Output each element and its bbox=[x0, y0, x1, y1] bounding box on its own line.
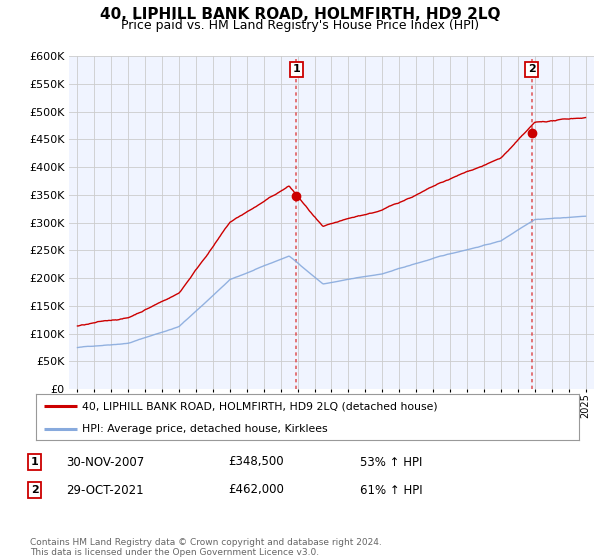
Text: Price paid vs. HM Land Registry's House Price Index (HPI): Price paid vs. HM Land Registry's House … bbox=[121, 19, 479, 32]
Text: 1: 1 bbox=[292, 64, 300, 74]
Text: 61% ↑ HPI: 61% ↑ HPI bbox=[360, 483, 422, 497]
Text: 2: 2 bbox=[528, 64, 536, 74]
Text: 40, LIPHILL BANK ROAD, HOLMFIRTH, HD9 2LQ: 40, LIPHILL BANK ROAD, HOLMFIRTH, HD9 2L… bbox=[100, 7, 500, 22]
Text: Contains HM Land Registry data © Crown copyright and database right 2024.
This d: Contains HM Land Registry data © Crown c… bbox=[30, 538, 382, 557]
Text: 30-NOV-2007: 30-NOV-2007 bbox=[66, 455, 144, 469]
Text: 40, LIPHILL BANK ROAD, HOLMFIRTH, HD9 2LQ (detached house): 40, LIPHILL BANK ROAD, HOLMFIRTH, HD9 2L… bbox=[82, 401, 438, 411]
Text: 29-OCT-2021: 29-OCT-2021 bbox=[66, 483, 143, 497]
Text: HPI: Average price, detached house, Kirklees: HPI: Average price, detached house, Kirk… bbox=[82, 424, 328, 435]
Text: 2: 2 bbox=[31, 485, 38, 495]
Text: £462,000: £462,000 bbox=[228, 483, 284, 497]
Text: 1: 1 bbox=[31, 457, 38, 467]
Text: 53% ↑ HPI: 53% ↑ HPI bbox=[360, 455, 422, 469]
Text: £348,500: £348,500 bbox=[228, 455, 284, 469]
